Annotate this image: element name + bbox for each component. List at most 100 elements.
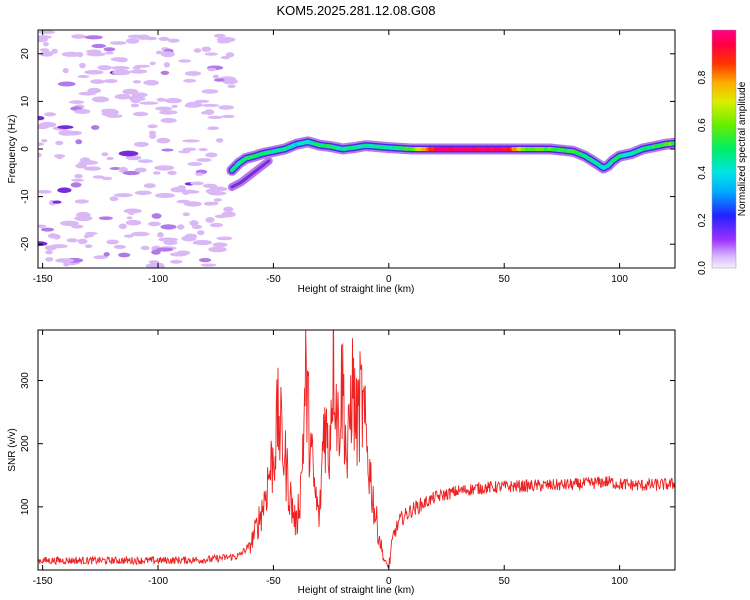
noise-blob [84,35,103,40]
noise-blob [147,221,161,227]
noise-blob [78,160,99,165]
noise-blob [170,187,186,193]
noise-blob [161,148,174,152]
noise-blob [195,172,204,176]
noise-blob [118,223,127,230]
noise-blob [128,96,146,102]
noise-blob [218,105,235,110]
noise-blob [71,178,84,182]
colorbar-tick-label: 0.4 [697,165,708,179]
noise-blob [45,257,54,262]
noise-blob [61,51,81,57]
noise-blob [207,115,223,119]
noise-blob [75,139,83,145]
noise-blob [204,52,218,56]
noise-region [38,30,238,268]
noise-blob [184,71,202,76]
noise-blob [125,155,142,161]
noise-blob [171,104,178,109]
noise-blob [151,213,162,219]
noise-blob [155,106,173,111]
noise-blob [113,193,133,198]
noise-blob [126,38,140,44]
y-tick-label: -10 [20,189,31,204]
noise-blob [101,152,109,157]
x-tick-label: -150 [33,274,53,285]
noise-blob [84,231,98,236]
noise-blob [149,61,156,66]
snr-x-ticks: -150 -100 -50 0 50 100 [33,330,628,587]
noise-blob [38,224,47,228]
colorbar-tick-label: 0.6 [697,118,708,132]
noise-blob [50,244,68,249]
noise-blob [130,103,140,108]
noise-blob [97,65,112,71]
noise-blob [123,208,142,214]
noise-blob [63,261,70,267]
x-tick-label: -150 [33,576,53,587]
noise-blob [207,126,220,130]
colorbar-tick-label: 0.0 [697,261,708,275]
noise-blob [74,109,91,114]
noise-blob [159,110,178,115]
noise-blob [132,66,141,70]
noise-blob [110,57,128,62]
noise-blob [74,199,90,204]
x-tick-label: 0 [386,274,392,285]
noise-blob [92,175,105,179]
noise-blob [41,227,54,232]
noise-blob [55,140,64,146]
noise-blob [55,258,75,263]
noise-blob [212,74,219,79]
noise-blob [122,88,139,95]
noise-blob [183,189,196,194]
noise-blob [98,216,113,220]
y-tick-label: 300 [20,372,31,389]
noise-blob [156,137,171,144]
noise-blob [154,165,175,171]
noise-blob [182,147,197,151]
noise-blob [204,109,215,115]
noise-blob [163,240,178,246]
noise-blob [84,244,93,249]
noise-blob [193,48,202,53]
noise-blob [155,264,165,268]
noise-blob [176,199,191,204]
noise-blob [139,101,159,105]
noise-blob [39,121,57,128]
noise-blob [190,181,204,186]
x-tick-label: -50 [266,576,281,587]
noise-blob [106,114,123,118]
x-tick-label: -100 [148,274,168,285]
spectrogram-y-axis-label: Frequency (Hz) [7,115,18,184]
noise-blob [103,109,119,116]
noise-blob [196,158,212,162]
noise-blob [167,170,177,175]
noise-blob [57,187,72,193]
noise-blob [110,66,130,70]
noise-blob [130,69,148,74]
noise-blob [45,250,53,255]
noise-blob [195,99,210,103]
noise-blob [220,56,231,60]
noise-blob [132,80,142,84]
noise-blob [222,78,234,83]
noise-blob [227,84,236,89]
noise-blob [38,190,52,194]
noise-blob [160,118,177,123]
noise-blob [70,182,82,188]
noise-blob [77,75,90,78]
noise-blob [130,231,150,237]
noise-blob [160,70,170,75]
noise-blob [221,114,235,119]
noise-blob [134,167,147,173]
spectrogram-x-ticks: -150 -100 -50 0 50 100 [33,30,628,285]
noise-blob [43,112,57,117]
colorbar-label: Normalized spectral amplitude [737,81,748,216]
noise-blob [208,246,227,253]
noise-blob [114,93,131,100]
noise-blob [66,238,79,243]
noise-blob [84,70,104,75]
noise-blob [151,249,161,255]
y-tick-label: 0 [20,146,31,152]
